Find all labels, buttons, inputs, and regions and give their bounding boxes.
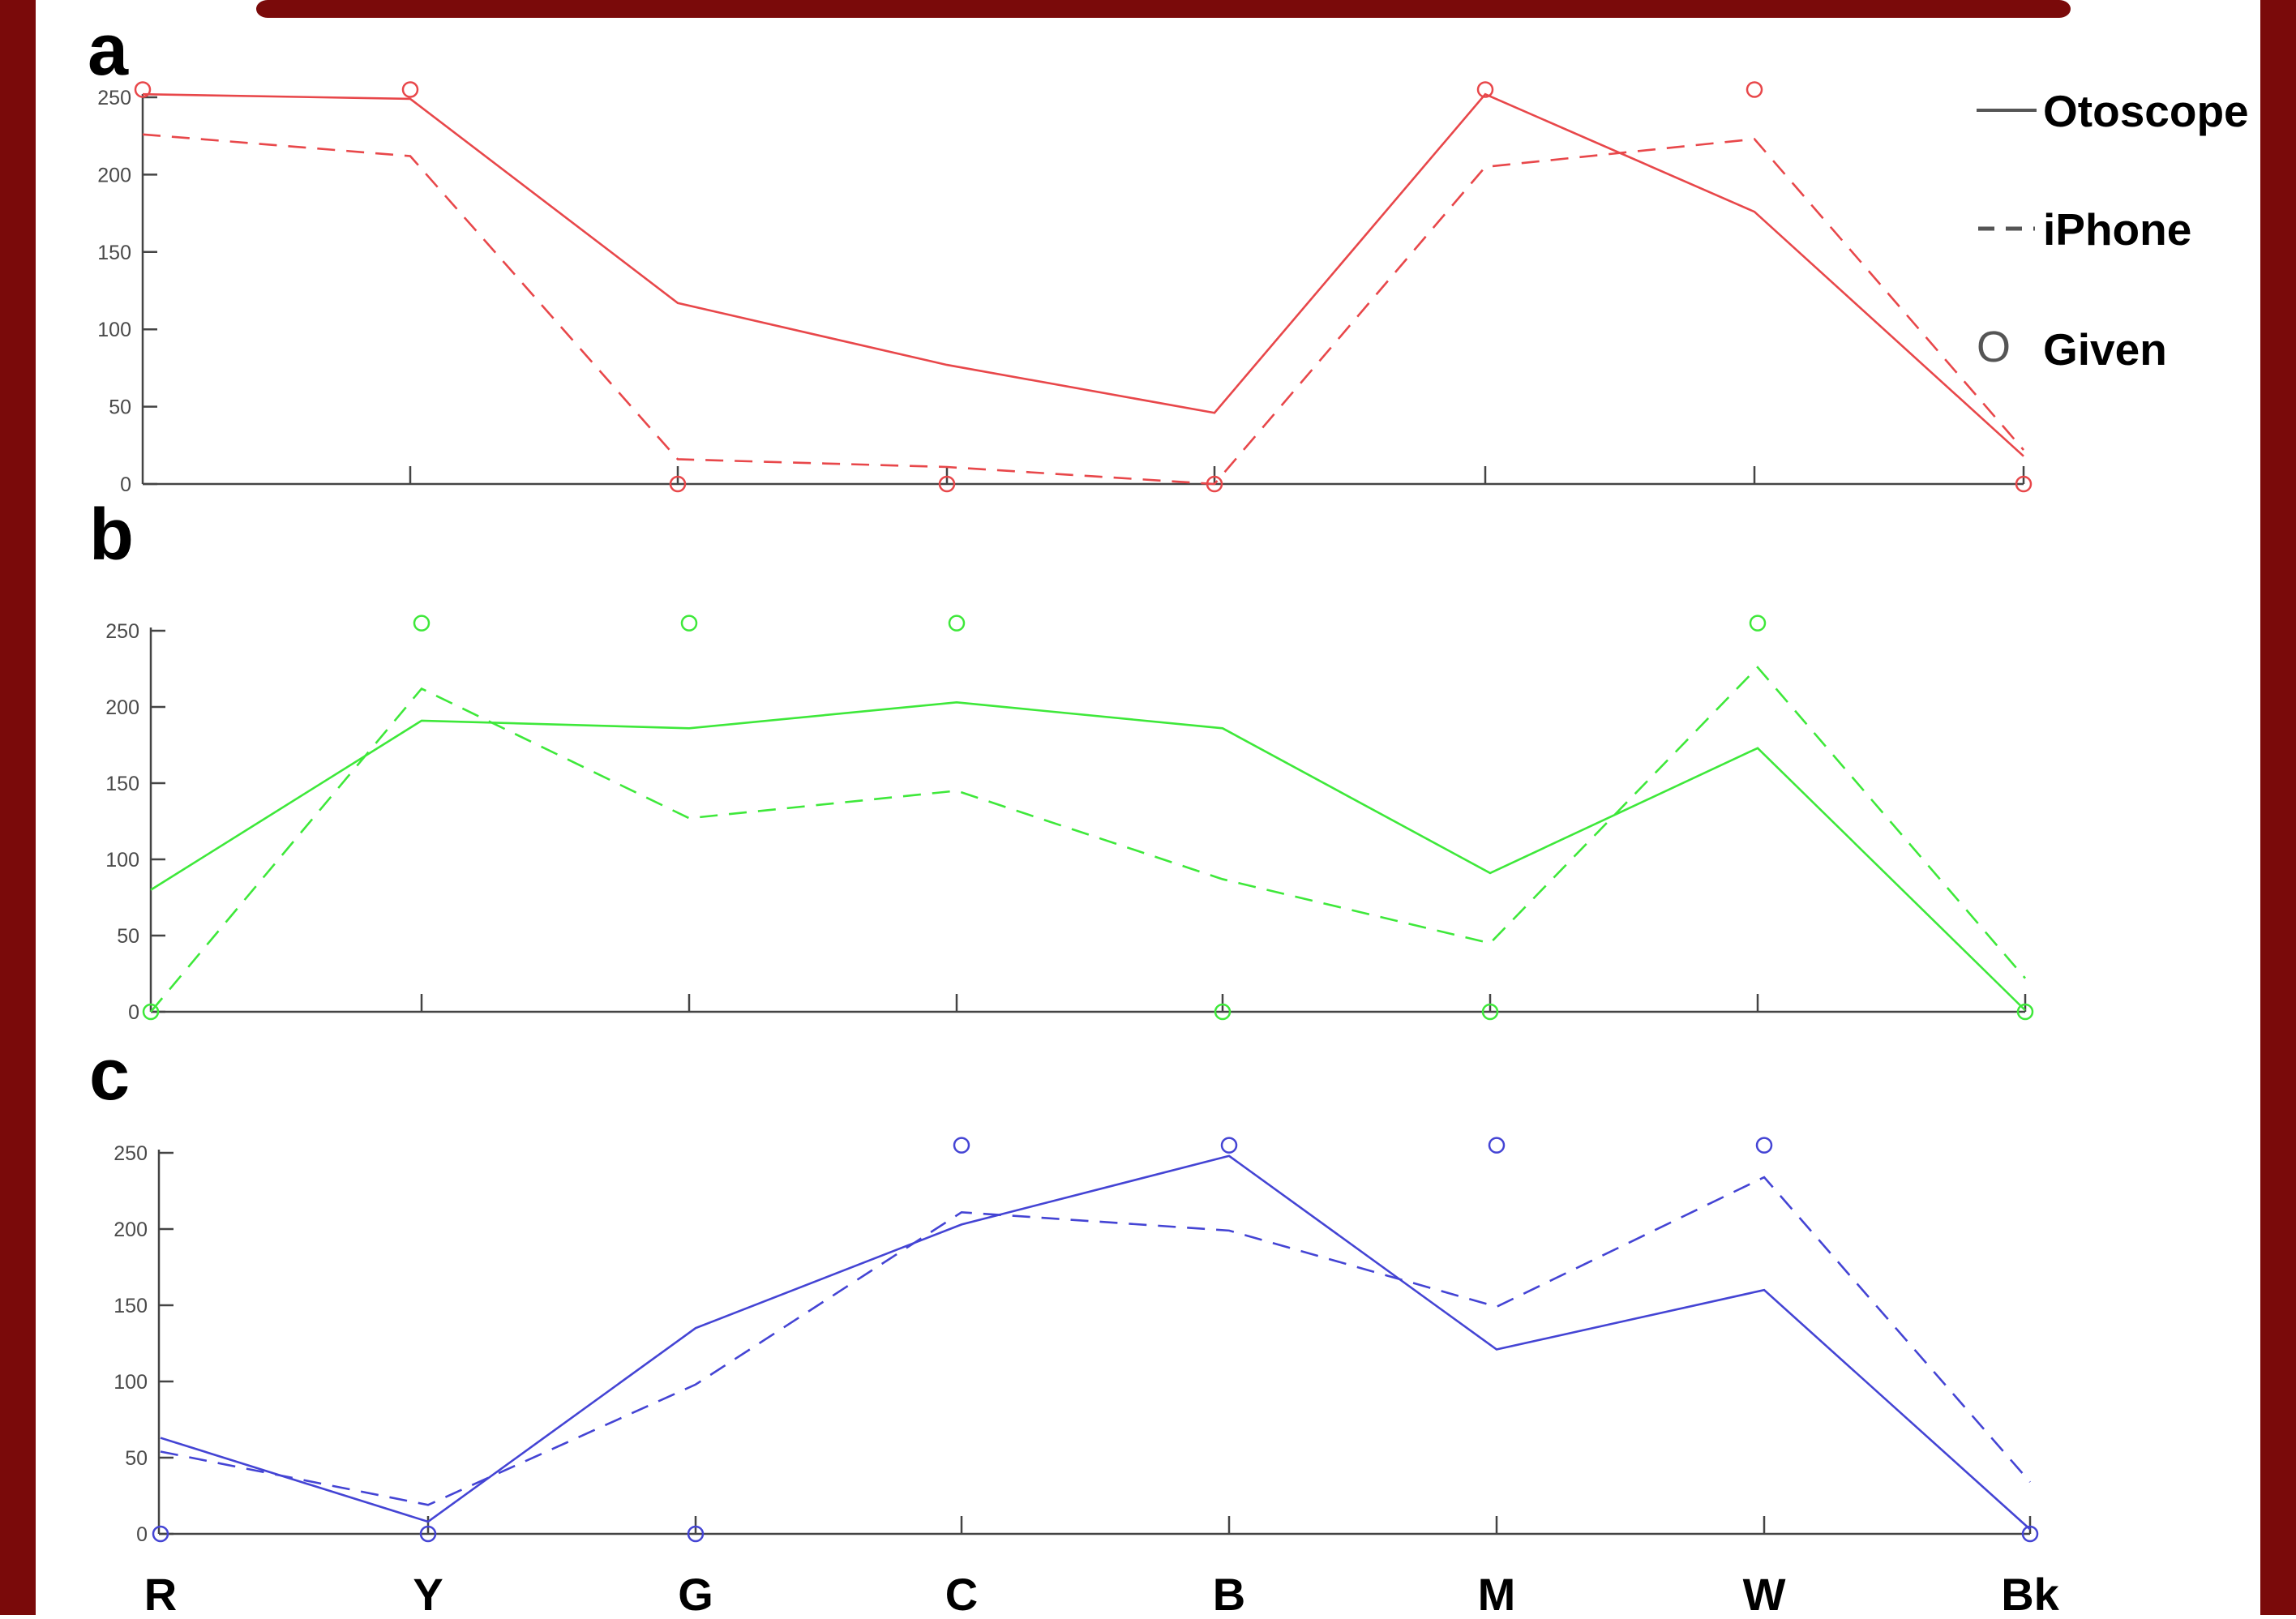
given-marker-B	[1206, 475, 1223, 493]
legend-given-label: Given	[2043, 324, 2167, 375]
y-tick-label: 50	[109, 396, 131, 419]
category-label-Y: Y	[413, 1569, 443, 1615]
given-marker-Bk	[2021, 1525, 2039, 1543]
otoscope-line	[160, 1154, 2031, 1531]
given-marker-G	[669, 475, 687, 493]
category-label-Bk: Bk	[2001, 1569, 2059, 1615]
given-marker-R	[152, 1525, 169, 1543]
y-tick-label: 0	[120, 473, 131, 496]
y-tick-label: 150	[105, 773, 139, 795]
given-marker-B	[1220, 1137, 1238, 1154]
category-label-G: G	[678, 1569, 713, 1615]
otoscope-line	[142, 92, 2024, 457]
given-marker-G	[687, 1525, 705, 1543]
title-bar	[256, 0, 2071, 18]
y-tick-label: 200	[114, 1219, 148, 1241]
panel-b: b 0 50 100 150 200 250	[89, 495, 2034, 1024]
panel-label: a	[88, 10, 129, 91]
panel-label: c	[89, 1034, 130, 1116]
given-marker-M	[1476, 81, 1494, 98]
iphone-line	[150, 666, 2026, 1013]
frame-left	[0, 0, 36, 1615]
given-marker-Y	[419, 1525, 437, 1543]
frame-right	[2260, 0, 2296, 1615]
category-label-R: R	[144, 1569, 177, 1615]
given-marker-C	[948, 615, 966, 632]
given-marker-Bk	[2016, 1003, 2034, 1021]
panels: a050100150200250b050100150200250c0501001…	[88, 10, 2039, 1546]
y-tick-label: 0	[128, 1001, 139, 1024]
y-tick-label: 100	[97, 319, 131, 341]
given-marker-G	[680, 615, 698, 632]
y-tick-label: 0	[136, 1523, 148, 1546]
y-tick-label: 200	[105, 696, 139, 719]
given-marker-Y	[401, 81, 419, 98]
given-marker-W	[1746, 81, 1763, 98]
given-marker-B	[1214, 1003, 1232, 1021]
category-label-W: W	[1743, 1569, 1786, 1615]
category-label-C: C	[945, 1569, 978, 1615]
panel-c: c 0 50 100 150 200 250	[89, 1034, 2039, 1546]
panel-a: a 0 50 100 150 200 250	[88, 10, 2033, 496]
y-tick-label: 50	[117, 925, 139, 948]
iphone-line	[160, 1176, 2031, 1506]
legend-given-marker: O	[1977, 323, 2011, 371]
y-tick-label: 50	[125, 1447, 148, 1470]
y-tick-label: 100	[105, 849, 139, 872]
y-tick-label: 250	[97, 87, 131, 109]
given-marker-W	[1755, 1137, 1773, 1154]
given-marker-Y	[413, 615, 430, 632]
given-marker-W	[1749, 615, 1767, 632]
y-tick-label: 250	[105, 620, 139, 643]
category-labels: R Y G C B M W Bk	[144, 1569, 2060, 1619]
legend-iphone-label: iPhone	[2043, 204, 2191, 255]
iphone-line	[142, 133, 2024, 486]
panel-label: b	[89, 495, 134, 576]
given-marker-Bk	[2015, 475, 2033, 493]
given-marker-C	[953, 1137, 970, 1154]
given-marker-R	[134, 81, 152, 98]
category-label-M: M	[1478, 1569, 1516, 1615]
y-tick-label: 150	[97, 242, 131, 264]
given-marker-R	[142, 1003, 160, 1021]
category-label-B: B	[1213, 1569, 1245, 1615]
legend: Otoscope iPhone O Given	[1977, 86, 2249, 375]
y-tick-label: 150	[114, 1295, 148, 1317]
given-marker-M	[1481, 1003, 1499, 1021]
given-marker-C	[938, 475, 956, 493]
legend-otoscope-label: Otoscope	[2043, 86, 2249, 136]
y-tick-label: 200	[97, 164, 131, 186]
y-tick-label: 250	[114, 1142, 148, 1165]
otoscope-line	[150, 701, 2026, 1012]
y-tick-label: 100	[114, 1371, 148, 1394]
given-marker-M	[1488, 1137, 1506, 1154]
